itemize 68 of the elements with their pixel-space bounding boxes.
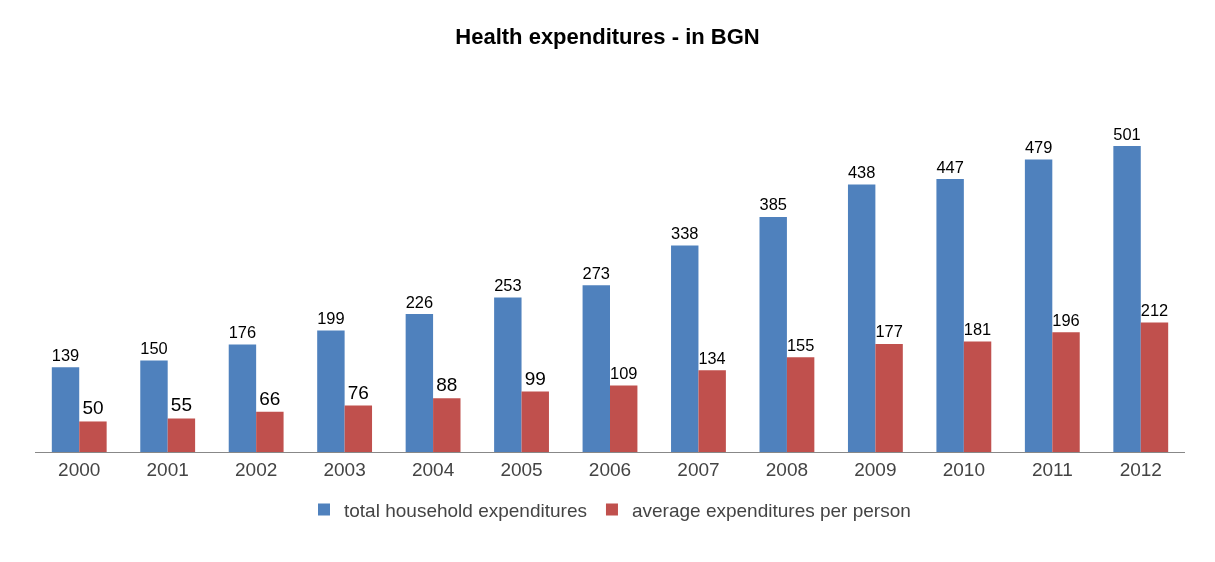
data-label: 385 <box>759 195 787 214</box>
data-label: 226 <box>405 292 434 311</box>
data-label: 134 <box>698 348 726 367</box>
x-tick-label: 2009 <box>854 458 897 480</box>
bar <box>610 385 638 452</box>
data-label: 196 <box>1052 310 1080 329</box>
x-tick-label: 2003 <box>323 458 366 480</box>
data-label: 199 <box>317 309 345 328</box>
x-tick-label: 2006 <box>588 458 632 480</box>
x-tick-label: 2007 <box>677 458 720 480</box>
bar <box>433 398 461 452</box>
x-tick-label: 2012 <box>1119 458 1162 480</box>
data-label: 177 <box>875 322 903 341</box>
data-label: 150 <box>140 338 168 357</box>
bar <box>317 330 345 452</box>
legend-label: total household expenditures <box>344 499 587 521</box>
data-label: 88 <box>436 374 458 396</box>
data-label: 447 <box>936 157 964 176</box>
data-label: 253 <box>494 276 522 295</box>
bar <box>759 216 787 452</box>
data-label: 501 <box>1113 124 1141 143</box>
bar <box>847 184 876 452</box>
data-label: 139 <box>51 345 80 364</box>
data-label: 438 <box>847 163 876 182</box>
bar <box>963 341 992 452</box>
x-tick-label: 2008 <box>765 458 809 480</box>
legend-label: average expenditures per person <box>631 499 911 521</box>
data-label: 212 <box>1140 301 1169 320</box>
x-tick-label: 2001 <box>146 458 189 480</box>
data-label: 338 <box>671 224 699 243</box>
bar <box>405 314 434 452</box>
x-tick-label: 2011 <box>1031 458 1073 480</box>
data-label: 155 <box>786 335 815 354</box>
bar <box>786 357 815 452</box>
bar <box>582 285 610 452</box>
x-tick-label: 2004 <box>411 458 455 480</box>
bar <box>494 297 522 452</box>
bar <box>1052 332 1080 452</box>
data-label: 50 <box>82 397 104 419</box>
x-tick-label: 2002 <box>235 458 278 480</box>
data-label: 66 <box>259 387 281 409</box>
bar <box>167 418 196 452</box>
bar <box>256 411 284 452</box>
bar <box>228 344 257 452</box>
data-label: 76 <box>347 381 369 403</box>
x-tick-label: 2000 <box>58 458 101 480</box>
data-label: 99 <box>524 367 546 389</box>
bar <box>521 391 549 452</box>
bar <box>698 370 726 452</box>
bar <box>344 405 373 452</box>
bar <box>1024 159 1053 452</box>
data-label: 479 <box>1024 138 1053 157</box>
data-label: 176 <box>228 323 257 342</box>
data-label: 273 <box>582 263 610 282</box>
data-label: 55 <box>170 394 192 416</box>
bar <box>1113 146 1141 452</box>
bar <box>51 367 80 452</box>
bar <box>1140 322 1169 452</box>
bar <box>140 360 168 452</box>
bar <box>671 245 699 452</box>
bar <box>79 421 107 452</box>
bar <box>936 179 964 452</box>
data-label: 109 <box>610 363 638 382</box>
x-tick-label: 2005 <box>500 458 543 480</box>
chart-title: Health expenditures - in BGN <box>455 23 760 49</box>
data-label: 181 <box>963 320 992 339</box>
bar <box>875 343 903 452</box>
x-tick-label: 2010 <box>942 458 985 480</box>
